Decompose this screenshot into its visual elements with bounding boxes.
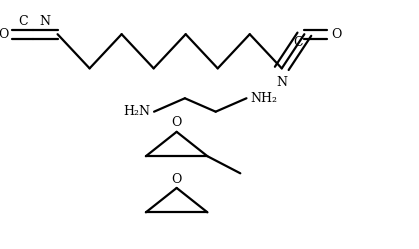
Text: N: N [40,15,51,28]
Text: O: O [171,116,182,129]
Text: N: N [276,76,287,89]
Text: O: O [0,28,8,41]
Text: H₂N: H₂N [123,105,150,118]
Text: C: C [293,36,303,49]
Text: C: C [18,15,28,28]
Text: O: O [171,173,182,186]
Text: O: O [331,28,341,41]
Text: NH₂: NH₂ [251,92,277,105]
